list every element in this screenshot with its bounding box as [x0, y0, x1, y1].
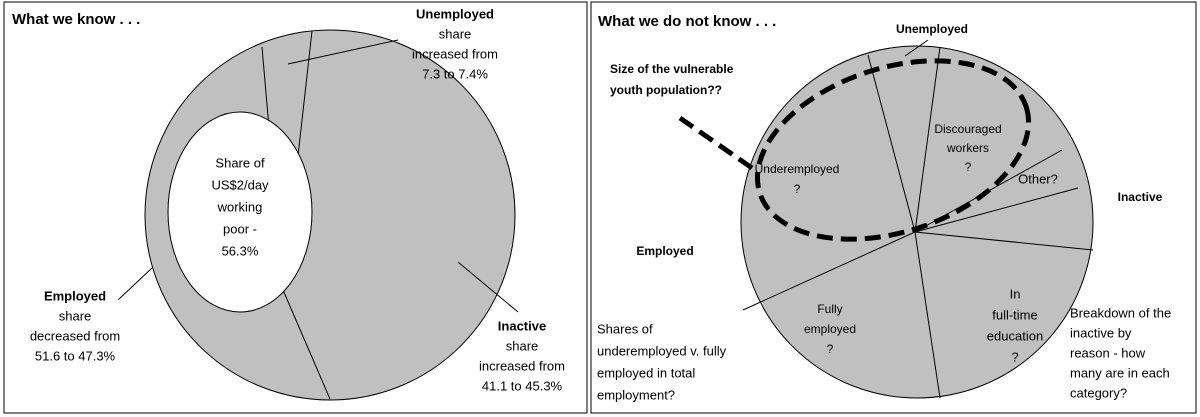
label-line: ? [794, 182, 801, 196]
label-line: Underemployed [755, 162, 840, 176]
label-line: many are in each [1070, 365, 1170, 380]
label-line: increased from [412, 46, 498, 61]
label-line: employment? [597, 387, 675, 402]
label-line: US$2/day [211, 177, 269, 192]
label-line: share [439, 26, 472, 41]
label-line: working [217, 199, 263, 214]
label-line: Breakdown of the [1070, 305, 1171, 320]
label-line: 51.6 to 47.3% [35, 348, 116, 363]
label-line: workers [946, 141, 989, 155]
label-line: In [1010, 286, 1021, 301]
label-line: youth population?? [610, 83, 722, 97]
label-line: full-time [992, 307, 1038, 322]
slice-label: Inactive [1118, 190, 1163, 204]
label-line: Fully [817, 302, 842, 316]
working-poor-ellipse [167, 111, 313, 313]
label-line: 41.1 to 45.3% [482, 378, 563, 393]
label-line: Discouraged [934, 122, 1001, 136]
label-line: Unemployed [416, 6, 494, 21]
leader-line [117, 267, 153, 301]
label-line: ? [965, 160, 972, 174]
label-line: reason - how [1070, 345, 1146, 360]
label-line: 56.3% [222, 243, 259, 258]
leader-line [904, 39, 929, 57]
leader-line [287, 39, 399, 65]
slice-label: Employed [636, 244, 693, 258]
leader-line [457, 261, 519, 313]
panel-title: What we know . . . [12, 11, 140, 28]
label-line: ? [827, 342, 834, 356]
label-line: share [506, 338, 539, 353]
panel-title: What we do not know . . . [598, 13, 776, 30]
label-line: poor - [223, 221, 257, 236]
slice-label: Unemployed [896, 22, 968, 36]
label-line: Employed [44, 288, 106, 303]
pie [740, 45, 1094, 399]
label-line: increased from [479, 358, 565, 373]
label-line: share [59, 308, 92, 323]
label-line: inactive by [1070, 325, 1132, 340]
label-line: Shares of [597, 321, 653, 336]
vulnerable-ellipse [754, 58, 1032, 242]
label-line: category? [1070, 385, 1127, 400]
label-line: underemployed v. fully [597, 343, 727, 358]
slice-label: Other? [1018, 171, 1058, 186]
label-line: Inactive [498, 318, 546, 333]
dashed-pointer [678, 115, 754, 171]
label-line: Share of [215, 155, 265, 170]
label-line: employed [804, 322, 856, 336]
label-line: Size of the vulnerable [610, 62, 734, 76]
label-line: education [987, 328, 1043, 343]
label-line: ? [1011, 349, 1018, 364]
label-line: employed in total [597, 365, 695, 380]
label-line: 7.3 to 7.4% [422, 66, 488, 81]
label-line: decreased from [30, 328, 120, 343]
